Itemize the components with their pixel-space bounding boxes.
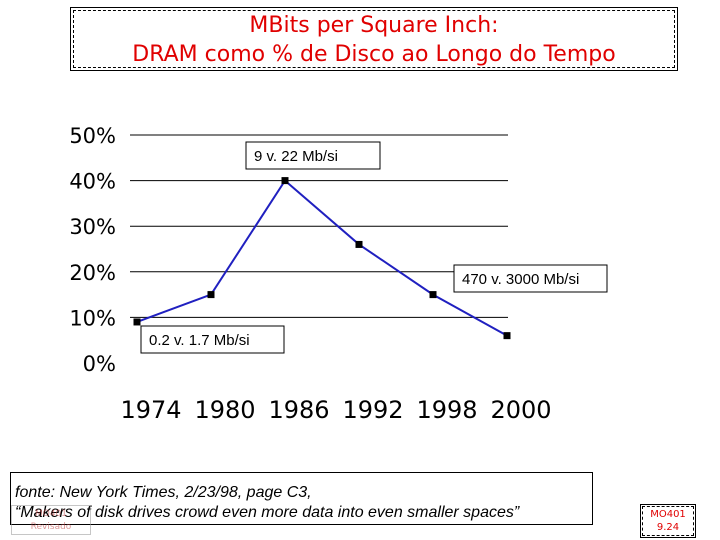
gridlines (130, 134, 508, 318)
data-point (281, 177, 289, 185)
y-tick-label: 30% (69, 215, 116, 239)
y-tick-label: 10% (69, 306, 116, 330)
data-point (503, 332, 511, 340)
x-axis-tick-labels: 1974 1980 1986 1992 1998 2000 (120, 396, 551, 424)
watermark: MO401 Revisado (11, 505, 91, 535)
y-tick-label: 40% (69, 170, 116, 194)
x-tick-label: 1974 (120, 396, 181, 424)
data-point (429, 291, 437, 299)
source-line-2: “Makers of disk drives crowd even more d… (15, 504, 520, 521)
annotation-label: 0.2 v. 1.7 Mb/si (149, 332, 250, 349)
slide-number-box: MO401 9.24 (640, 504, 696, 538)
source-note: fonte: New York Times, 2/23/98, page C3,… (10, 472, 593, 525)
data-series (133, 177, 511, 340)
annotation-box (245, 141, 381, 170)
y-tick-label: 50% (69, 124, 116, 148)
annotation-label: 9 v. 22 Mb/si (254, 148, 338, 165)
slide-title-line-2: DRAM como % de Disco ao Longo do Tempo (132, 42, 616, 67)
x-tick-label: 1986 (268, 396, 329, 424)
slide-course: MO401 (650, 509, 686, 520)
line-chart: 0% 10% 20% 30% 40% 50% 1974 1980 1986 1992 1998 20… (69, 124, 608, 424)
annotation-label: 470 v. 3000 Mb/si (462, 271, 579, 288)
data-point (133, 318, 141, 326)
data-point (207, 291, 215, 299)
x-tick-label: 1980 (194, 396, 255, 424)
slide-title-line-1: MBits per Square Inch: (249, 13, 499, 38)
x-tick-label: 2000 (490, 396, 551, 424)
data-point (355, 240, 363, 248)
x-tick-label: 1992 (342, 396, 403, 424)
y-tick-label: 0% (83, 352, 116, 376)
annotation-box (453, 264, 608, 293)
slide-title: MBits per Square Inch: DRAM como % de Di… (70, 7, 678, 71)
watermark-line-1: MO401 (34, 509, 68, 519)
slide-number: 9.24 (656, 522, 680, 533)
annotation-box (140, 325, 285, 354)
watermark-line-2: Revisado (30, 522, 72, 532)
source-line-1: fonte: New York Times, 2/23/98, page C3, (15, 484, 312, 501)
x-tick-label: 1998 (416, 396, 477, 424)
annotations: 9 v. 22 Mb/si 470 v. 3000 Mb/si 0.2 v. 1.7… (140, 141, 608, 354)
y-axis-tick-labels: 0% 10% 20% 30% 40% 50% (69, 124, 116, 376)
series-line (136, 179, 508, 337)
y-tick-label: 20% (69, 261, 116, 285)
